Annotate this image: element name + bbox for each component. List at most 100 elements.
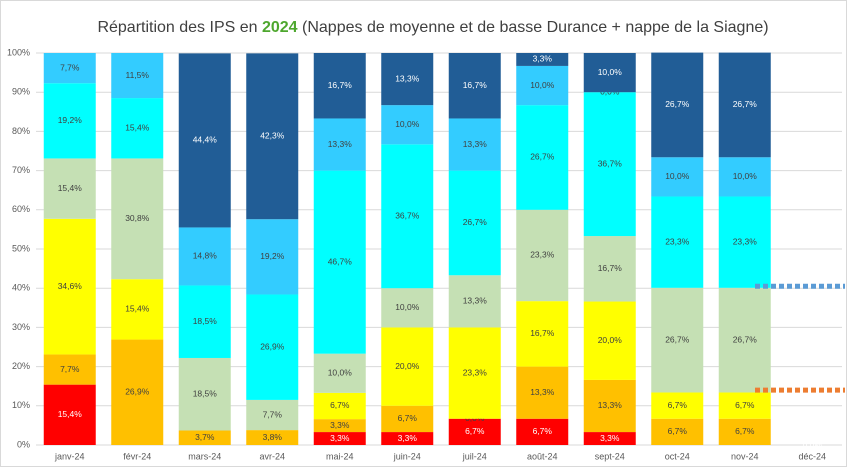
data-label: 15,4% (125, 304, 150, 314)
data-label: 10,0% (733, 171, 758, 181)
bar-segment (651, 287, 704, 393)
y-tick-label: 40% (12, 283, 30, 293)
data-label: 3,3% (398, 433, 418, 443)
data-label: 10,0% (395, 119, 420, 129)
x-tick-label: oct-24 (665, 451, 690, 461)
data-label: 34,6% (58, 281, 83, 291)
bar-segment (583, 92, 636, 237)
data-label: 6,7% (668, 426, 688, 436)
data-label: 15,4% (58, 409, 83, 419)
data-label: 3,7% (195, 432, 215, 442)
data-label: 19,2% (58, 115, 83, 125)
data-label: 0,0% (803, 439, 823, 449)
bar-segment (448, 418, 501, 445)
y-tick-label: 10% (12, 400, 30, 410)
data-label: 3,8% (263, 432, 283, 442)
data-label: 26,7% (733, 334, 758, 344)
bar-segment (43, 354, 96, 385)
bar-segment (178, 357, 231, 431)
x-tick-label: nov-24 (731, 451, 759, 461)
data-label: 44,4% (193, 135, 218, 145)
bar-segment (516, 418, 569, 445)
data-label: 3,3% (600, 433, 620, 443)
x-tick-label: juil-24 (462, 451, 487, 461)
chart-title: Répartition des IPS en 2024 (Nappes de m… (97, 19, 768, 36)
data-label: 13,3% (598, 400, 623, 410)
bar-segment (381, 432, 434, 445)
x-tick-label: sept-24 (595, 451, 625, 461)
bar-segment (718, 392, 771, 419)
data-label: 42,3% (260, 131, 285, 141)
data-label: 19,2% (260, 251, 285, 261)
data-label: 6,7% (735, 400, 755, 410)
data-label: 18,5% (193, 388, 218, 398)
data-label: 16,7% (328, 80, 353, 90)
data-label: 7,7% (60, 364, 80, 374)
y-tick-label: 0% (17, 439, 30, 449)
data-label: 6,7% (330, 400, 350, 410)
data-label: 13,3% (463, 296, 488, 306)
bar-segment (313, 118, 366, 171)
data-label: 6,7% (668, 400, 688, 410)
y-tick-label: 20% (12, 361, 30, 371)
x-tick-label: mars-24 (188, 451, 221, 461)
data-label: 16,7% (463, 80, 488, 90)
data-label: 26,9% (260, 341, 285, 351)
bar-segment (583, 53, 636, 93)
bar-segment (313, 170, 366, 354)
bar-segment (43, 83, 96, 159)
bar-segment (178, 285, 231, 358)
bar-segment (651, 418, 704, 445)
bar-segment (516, 105, 569, 210)
y-tick-label: 100% (7, 47, 30, 57)
bar-segment (43, 158, 96, 219)
y-tick-label: 60% (12, 204, 30, 214)
x-tick-label: juin-24 (393, 451, 421, 461)
data-label: 20,0% (598, 335, 623, 345)
data-label: 6,7% (465, 426, 485, 436)
bar-segment (448, 170, 501, 276)
x-tick-label: avr-24 (259, 451, 285, 461)
bar-segment (111, 53, 164, 99)
bar-segment (516, 53, 569, 66)
x-tick-label: déc-24 (798, 451, 826, 461)
data-label: 7,7% (60, 62, 80, 72)
bar-segment (313, 392, 366, 420)
data-label: 14,8% (193, 251, 218, 261)
data-label: 11,5% (126, 70, 150, 80)
data-label: 10,0% (395, 302, 420, 312)
data-label: 26,7% (530, 152, 555, 162)
data-label: 13,3% (463, 139, 488, 149)
data-label: 26,7% (463, 217, 488, 227)
bar-segment (313, 53, 366, 119)
bar-segment (516, 209, 569, 302)
data-label: 18,5% (193, 316, 218, 326)
bar-segment (651, 392, 704, 419)
bar-segment (583, 379, 636, 433)
bar-segment (516, 65, 569, 106)
data-label: 15,4% (125, 123, 150, 133)
bar-segment (516, 366, 569, 419)
bar-segment (313, 432, 366, 445)
data-label: 20,0% (395, 361, 420, 371)
data-label: 36,7% (598, 158, 623, 168)
bar-segment (381, 105, 434, 145)
bar-segment (651, 196, 704, 288)
bar-segment (178, 430, 231, 445)
bar-segment (381, 405, 434, 433)
bar-segment (246, 294, 299, 400)
bar-segment (246, 219, 299, 295)
data-label: 23,3% (665, 236, 690, 246)
bar-segment (381, 327, 434, 406)
bar-segment (43, 384, 96, 445)
data-label: 10,0% (665, 171, 690, 181)
data-label: 16,7% (530, 328, 555, 338)
bar-segment (246, 399, 299, 431)
bar-segment (313, 419, 366, 433)
bar-segment (246, 53, 299, 220)
y-tick-label: 70% (12, 165, 30, 175)
data-label: 13,3% (530, 387, 555, 397)
data-label: 23,3% (463, 367, 488, 377)
bar-segment (516, 301, 569, 367)
